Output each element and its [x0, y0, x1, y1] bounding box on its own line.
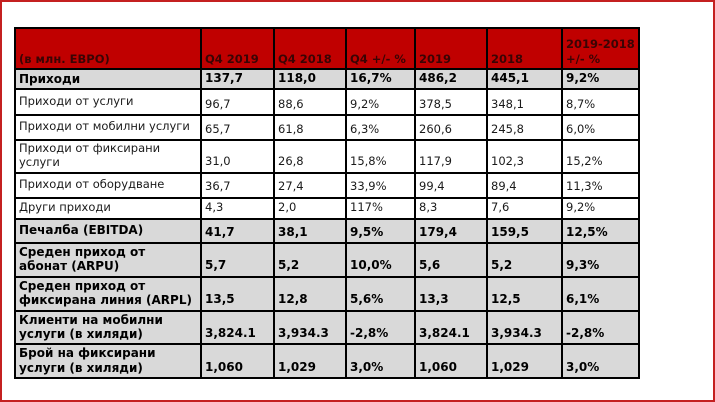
row-label-cell: Приходи от фиксирани услуги: [14, 139, 202, 174]
value-cell: 65,7: [200, 114, 275, 142]
value-cell: 378,5: [414, 88, 488, 117]
value-cell: 245,8: [486, 114, 563, 142]
value-cell: 96,7: [200, 88, 275, 117]
value-cell: 3,0%: [561, 343, 640, 380]
table-row: Среден приход от фиксирана линия (ARPL) 1…: [14, 275, 640, 312]
financial-results-table: (в млн. ЕВРО) Q4 2019 Q4 2018 Q4 +/- % 2019 2…: [14, 27, 640, 380]
table-row: Брой на фиксирани услуги (в хиляди) 1,060…: [14, 343, 640, 380]
value-cell: -2,8%: [561, 309, 640, 346]
column-header-cell: Q4 2018: [273, 27, 347, 70]
table-row: Приходи 137,7 118,0 16,7% 486,2 445,1 9,2%: [14, 67, 640, 91]
value-cell: 3,824.1: [200, 309, 275, 346]
column-header-cell: 2019-2018 +/- %: [561, 27, 640, 70]
value-cell: 15,8%: [345, 139, 416, 174]
column-header-cell: 2018: [486, 27, 563, 70]
value-cell: 117%: [345, 196, 416, 220]
row-label-cell: Приходи: [14, 67, 202, 91]
column-header-cell: Q4 2019: [200, 27, 275, 70]
value-cell: 8,3: [414, 196, 488, 220]
value-cell: 9,2%: [561, 196, 640, 220]
value-cell: 12,5: [486, 275, 563, 312]
value-cell: 9,5%: [345, 217, 416, 244]
value-cell: 3,824.1: [414, 309, 488, 346]
value-cell: 5,7: [200, 241, 275, 278]
row-label-cell: Други приходи: [14, 196, 202, 220]
value-cell: 3,934.3: [486, 309, 563, 346]
row-label-cell: Приходи от оборудване: [14, 171, 202, 199]
value-cell: 12,8: [273, 275, 347, 312]
value-cell: 117,9: [414, 139, 488, 174]
value-cell: 348,1: [486, 88, 563, 117]
value-cell: 36,7: [200, 171, 275, 199]
value-cell: 6,0%: [561, 114, 640, 142]
value-cell: 5,2: [486, 241, 563, 278]
value-cell: 260,6: [414, 114, 488, 142]
table-row: Печалба (EBITDA) 41,7 38,1 9,5% 179,4 159,5 12…: [14, 217, 640, 244]
value-cell: 3,0%: [345, 343, 416, 380]
value-cell: 137,7: [200, 67, 275, 91]
value-cell: 1,060: [200, 343, 275, 380]
value-cell: 31,0: [200, 139, 275, 174]
row-label-cell: Приходи от услуги: [14, 88, 202, 117]
table-header-row: (в млн. ЕВРО) Q4 2019 Q4 2018 Q4 +/- % 2019 2…: [14, 27, 640, 70]
value-cell: 41,7: [200, 217, 275, 244]
unit-header-cell: (в млн. ЕВРО): [14, 27, 202, 70]
value-cell: 6,3%: [345, 114, 416, 142]
value-cell: 2,0: [273, 196, 347, 220]
row-label-cell: Печалба (EBITDA): [14, 217, 202, 244]
value-cell: 99,4: [414, 171, 488, 199]
value-cell: 5,2: [273, 241, 347, 278]
row-label-cell: Клиенти на мобилни услуги (в хиляди): [14, 309, 202, 346]
value-cell: 13,5: [200, 275, 275, 312]
value-cell: 118,0: [273, 67, 347, 91]
value-cell: 15,2%: [561, 139, 640, 174]
row-label-cell: Среден приход от абонат (ARPU): [14, 241, 202, 278]
value-cell: 9,2%: [345, 88, 416, 117]
row-label-cell: Брой на фиксирани услуги (в хиляди): [14, 343, 202, 380]
value-cell: 1,060: [414, 343, 488, 380]
table-row: Приходи от услуги 96,7 88,6 9,2% 378,5 348,1 8…: [14, 88, 640, 117]
row-label-cell: Среден приход от фиксирана линия (ARPL): [14, 275, 202, 312]
value-cell: 5,6: [414, 241, 488, 278]
value-cell: 159,5: [486, 217, 563, 244]
row-label-cell: Приходи от мобилни услуги: [14, 114, 202, 142]
value-cell: 445,1: [486, 67, 563, 91]
value-cell: 1,029: [273, 343, 347, 380]
value-cell: 5,6%: [345, 275, 416, 312]
table-row: Приходи от фиксирани услуги 31,0 26,8 15,8%…: [14, 139, 640, 174]
value-cell: 9,3%: [561, 241, 640, 278]
value-cell: 10,0%: [345, 241, 416, 278]
value-cell: 88,6: [273, 88, 347, 117]
value-cell: 9,2%: [561, 67, 640, 91]
value-cell: 7,6: [486, 196, 563, 220]
value-cell: 61,8: [273, 114, 347, 142]
value-cell: 3,934.3: [273, 309, 347, 346]
table-row: Приходи от оборудване 36,7 27,4 33,9% 99,4 89…: [14, 171, 640, 199]
value-cell: 27,4: [273, 171, 347, 199]
value-cell: 13,3: [414, 275, 488, 312]
value-cell: 16,7%: [345, 67, 416, 91]
value-cell: 11,3%: [561, 171, 640, 199]
table-row: Други приходи 4,3 2,0 117% 8,3 7,6 9,2%: [14, 196, 640, 220]
value-cell: 179,4: [414, 217, 488, 244]
value-cell: 33,9%: [345, 171, 416, 199]
column-header-cell: Q4 +/- %: [345, 27, 416, 70]
table-row: Среден приход от абонат (ARPU) 5,7 5,2 10,0…: [14, 241, 640, 278]
value-cell: 4,3: [200, 196, 275, 220]
value-cell: 102,3: [486, 139, 563, 174]
value-cell: 26,8: [273, 139, 347, 174]
value-cell: 486,2: [414, 67, 488, 91]
value-cell: -2,8%: [345, 309, 416, 346]
table-row: Приходи от мобилни услуги 65,7 61,8 6,3% 260…: [14, 114, 640, 142]
value-cell: 6,1%: [561, 275, 640, 312]
value-cell: 38,1: [273, 217, 347, 244]
value-cell: 12,5%: [561, 217, 640, 244]
column-header-cell: 2019: [414, 27, 488, 70]
value-cell: 89,4: [486, 171, 563, 199]
value-cell: 1,029: [486, 343, 563, 380]
table-row: Клиенти на мобилни услуги (в хиляди) 3,82…: [14, 309, 640, 346]
value-cell: 8,7%: [561, 88, 640, 117]
